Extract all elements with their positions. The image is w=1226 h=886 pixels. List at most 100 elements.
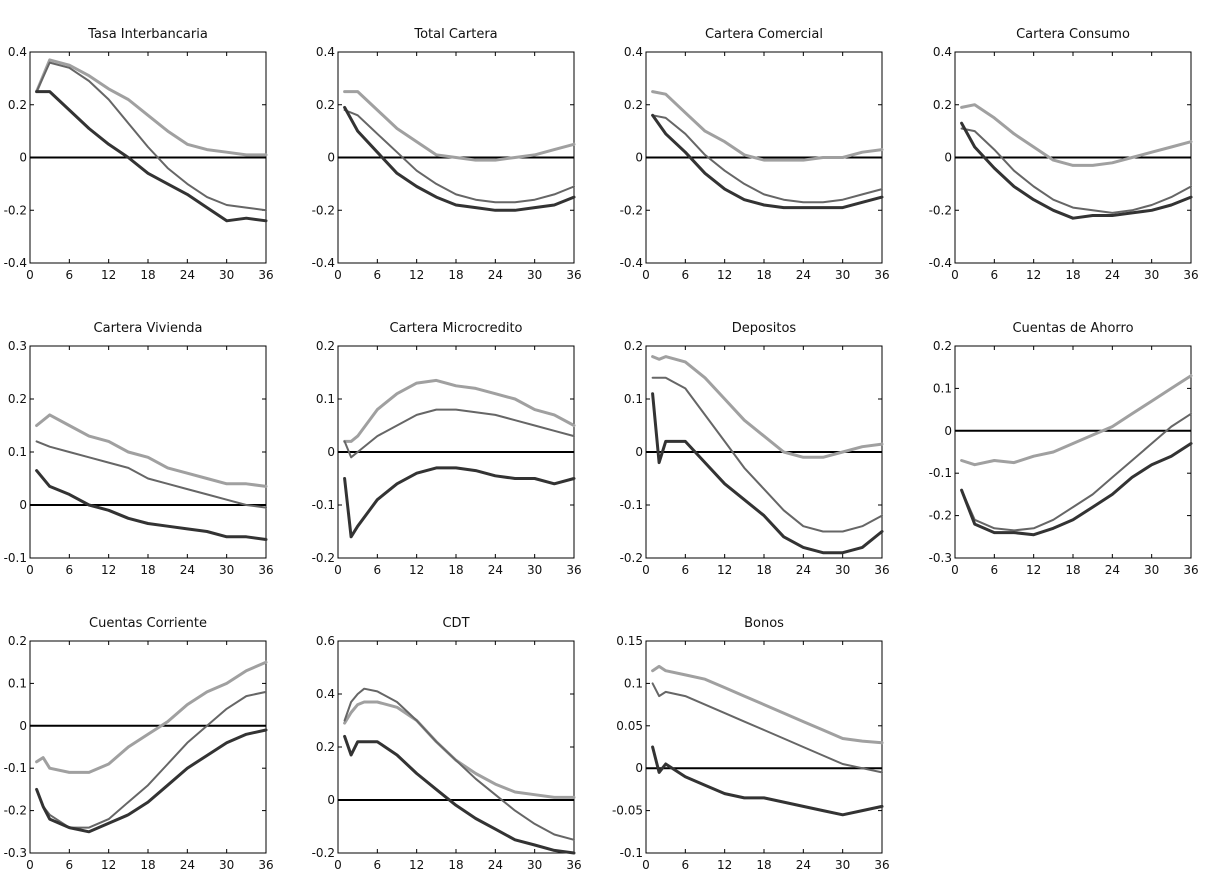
y-tick-label: 0.2	[624, 98, 643, 112]
subplot: Cuentas Corriente 0 6 12 18 24 30 36 -0.3 -0.2 -0.…	[4, 616, 274, 872]
x-tick-label: 24	[1105, 268, 1120, 282]
series-line-1	[35, 58, 268, 157]
x-tick-label: 12	[717, 563, 732, 577]
x-tick-label: 24	[1105, 563, 1120, 577]
axes-frame	[29, 640, 267, 854]
y-tick-label: 0	[635, 151, 643, 165]
y-tick-label: 0.2	[316, 339, 335, 353]
y-tick-label: -0.1	[312, 498, 335, 512]
series-line-3	[651, 745, 884, 817]
series-line-1	[651, 664, 884, 745]
x-tick-label: 6	[682, 563, 690, 577]
series-line-2	[651, 682, 883, 774]
x-tick-label: 36	[874, 858, 889, 872]
x-tick-label: 30	[835, 858, 850, 872]
series-line-2	[35, 440, 267, 509]
x-tick-label: 30	[527, 858, 542, 872]
x-tick-label: 0	[26, 268, 34, 282]
x-tick-label: 36	[874, 563, 889, 577]
subplot: Cartera Consumo 0 6 12 18 24 30 36 -0.4 -0.2 0 0.2 0…	[929, 27, 1199, 282]
series-line-3	[651, 113, 884, 210]
subplot-title: Tasa Interbancaria	[87, 27, 208, 42]
x-tick-label: 18	[1065, 268, 1080, 282]
x-tick-label: 24	[180, 268, 195, 282]
subplot: Depositos 0 6 12 18 24 30 36 -0.2 -0.1 0 0.1 0.2	[620, 321, 890, 577]
series-line-3	[960, 121, 1193, 220]
x-tick-label: 36	[1183, 268, 1198, 282]
subplot-title: Total Cartera	[413, 27, 497, 42]
subplot-title: CDT	[442, 616, 469, 631]
y-tick-label: -0.1	[929, 466, 952, 480]
x-tick-label: 12	[409, 563, 424, 577]
y-tick-label: -0.2	[4, 804, 27, 818]
series-line-2	[35, 690, 267, 829]
y-tick-label: -0.2	[312, 203, 335, 217]
x-tick-label: 36	[1183, 563, 1198, 577]
x-tick-label: 24	[180, 563, 195, 577]
x-tick-label: 30	[219, 563, 234, 577]
series-line-2	[343, 408, 575, 459]
x-tick-label: 12	[1026, 268, 1041, 282]
x-tick-label: 30	[1144, 268, 1159, 282]
y-tick-label: 0	[944, 151, 952, 165]
x-tick-label: 18	[756, 858, 771, 872]
x-tick-label: 6	[374, 563, 382, 577]
x-tick-label: 18	[756, 563, 771, 577]
x-tick-label: 36	[566, 268, 581, 282]
x-tick-label: 6	[66, 268, 74, 282]
y-tick-label: 0.05	[616, 719, 643, 733]
y-tick-label: 0.1	[316, 392, 335, 406]
y-tick-label: 0.1	[624, 676, 643, 690]
y-tick-label: 0.1	[8, 445, 27, 459]
x-tick-label: 18	[140, 268, 155, 282]
series-line-3	[343, 105, 576, 212]
x-tick-label: 6	[374, 268, 382, 282]
series-line-3	[35, 90, 268, 223]
x-tick-label: 36	[874, 268, 889, 282]
y-tick-label: 0.4	[624, 45, 643, 59]
y-tick-label: 0.2	[8, 392, 27, 406]
series-line-3	[651, 392, 884, 555]
x-tick-label: 6	[991, 268, 999, 282]
x-tick-label: 18	[448, 563, 463, 577]
y-tick-label: -0.4	[929, 256, 952, 270]
x-tick-label: 0	[334, 563, 342, 577]
series-line-2	[651, 114, 883, 204]
x-tick-label: 36	[258, 563, 273, 577]
x-tick-label: 36	[566, 858, 581, 872]
y-tick-label: -0.2	[929, 203, 952, 217]
x-tick-label: 30	[527, 563, 542, 577]
subplot: Tasa Interbancaria 0 6 12 18 24 30 36 -0.4 -0.2 0 0…	[4, 27, 274, 282]
y-tick-label: -0.3	[4, 846, 27, 860]
y-tick-label: -0.1	[620, 498, 643, 512]
x-tick-label: 24	[180, 858, 195, 872]
series-line-3	[35, 469, 268, 541]
y-tick-label: 0.1	[8, 676, 27, 690]
x-tick-label: 0	[642, 563, 650, 577]
x-tick-label: 6	[66, 858, 74, 872]
y-tick-label: 0	[635, 445, 643, 459]
y-tick-label: 0	[327, 445, 335, 459]
x-tick-label: 12	[1026, 563, 1041, 577]
series-line-3	[960, 442, 1193, 537]
x-tick-label: 0	[26, 858, 34, 872]
series-line-2	[960, 412, 1192, 532]
subplot: Cartera Comercial 0 6 12 18 24 30 36 -0.4 -0.2 0 0.…	[620, 27, 890, 282]
x-tick-label: 30	[835, 268, 850, 282]
y-tick-label: 0.4	[316, 687, 335, 701]
x-tick-label: 18	[756, 268, 771, 282]
y-tick-label: -0.4	[4, 256, 27, 270]
y-tick-label: 0.2	[8, 634, 27, 648]
y-tick-label: 0	[19, 498, 27, 512]
y-tick-label: -0.2	[620, 203, 643, 217]
series-line-1	[960, 103, 1193, 167]
y-tick-label: 0	[635, 761, 643, 775]
series-line-2	[960, 127, 1192, 214]
series-line-1	[343, 700, 576, 799]
x-tick-label: 18	[140, 563, 155, 577]
y-tick-label: 0	[19, 719, 27, 733]
x-tick-label: 0	[642, 268, 650, 282]
subplot: Bonos 0 6 12 18 24 30 36 -0.1 -0.05 0 0.05 0.1 0.15	[612, 616, 890, 872]
x-tick-label: 0	[642, 858, 650, 872]
axes-frame	[29, 345, 267, 559]
